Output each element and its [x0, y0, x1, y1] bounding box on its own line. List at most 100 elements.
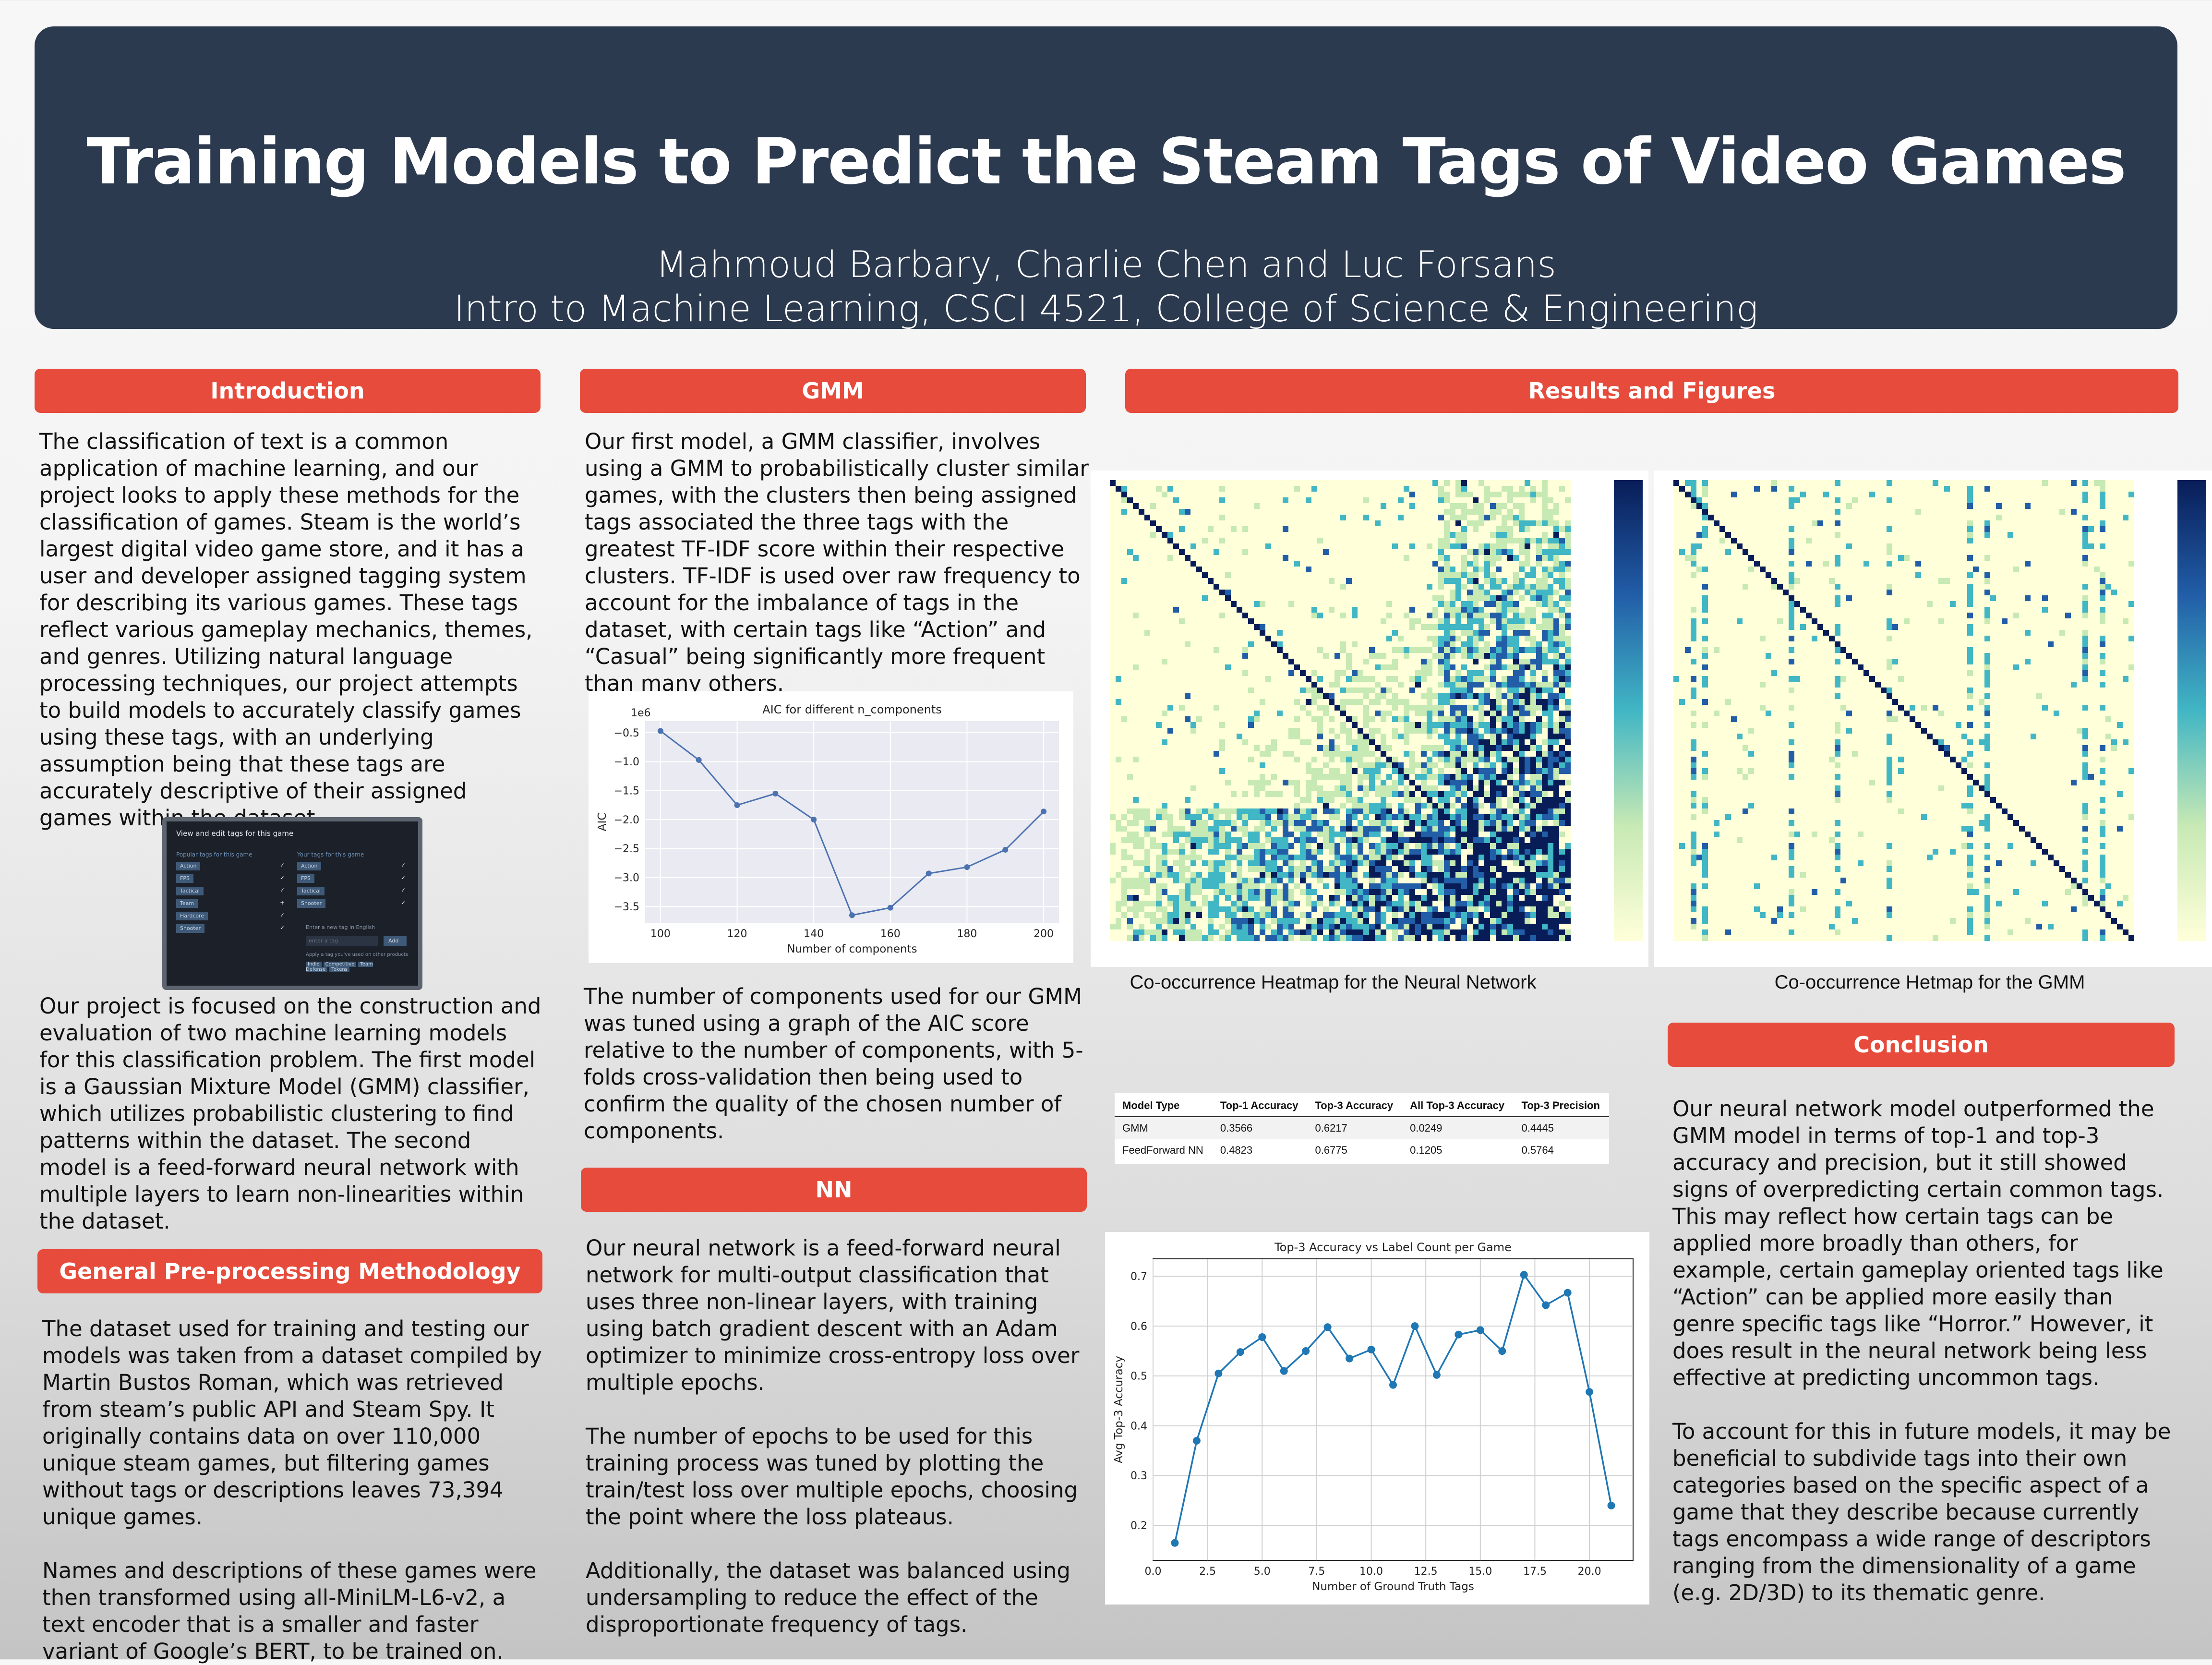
heatmap-cell — [1271, 895, 1277, 901]
heatmap-cell — [2105, 549, 2111, 555]
heatmap-cell — [1242, 768, 1248, 774]
heatmap-cell — [1731, 549, 1737, 555]
heatmap-cell — [1438, 664, 1444, 670]
heatmap-cell — [1323, 791, 1329, 797]
heatmap-cell — [1283, 849, 1288, 855]
heatmap-cell — [1507, 791, 1513, 797]
heatmap-cell — [2048, 578, 2054, 584]
heatmap-cell — [1334, 653, 1340, 659]
heatmap-cell — [1386, 624, 1392, 630]
heatmap-cell — [1208, 929, 1214, 935]
heatmap-cell — [1973, 543, 1979, 549]
heatmap-cell — [1415, 797, 1421, 803]
heatmap-cell — [1196, 567, 1202, 572]
heatmap-cell — [1887, 526, 1892, 532]
heatmap-cell — [1369, 734, 1375, 739]
heatmap-cell — [1179, 901, 1185, 906]
heatmap-cell — [1714, 486, 1719, 492]
heatmap-cell — [1536, 785, 1542, 791]
heatmap-cell — [1484, 613, 1490, 618]
heatmap-cell — [1409, 699, 1415, 705]
heatmap-cell — [1329, 895, 1334, 901]
heatmap-cell — [1375, 757, 1381, 762]
heatmap-cell — [1525, 762, 1530, 768]
heatmap-cell — [1248, 757, 1254, 762]
heatmap-cell — [1358, 808, 1363, 814]
heatmap-cell — [1133, 918, 1139, 924]
heatmap-cell — [1467, 567, 1473, 572]
heatmap-cell — [1409, 688, 1415, 693]
heatmap-cell — [1915, 543, 1921, 549]
heatmap-cell — [1525, 549, 1530, 555]
heatmap-cell — [1461, 590, 1467, 595]
heatmap-cell — [1559, 878, 1565, 883]
heatmap-cells — [1673, 480, 2134, 941]
heatmap-cell — [1467, 924, 1473, 929]
heatmap-cell — [2059, 509, 2065, 515]
heatmap-cell — [1461, 791, 1467, 797]
heatmap-cell — [1490, 785, 1496, 791]
heatmap-cell — [1702, 561, 1708, 567]
heatmap-cell — [1513, 590, 1519, 595]
heatmap-cell — [1150, 918, 1156, 924]
heatmap-cell — [1265, 843, 1271, 849]
heatmap-cell — [1283, 757, 1288, 762]
heatmap-cell — [1219, 538, 1225, 543]
heatmap-cell — [1673, 607, 1679, 613]
heatmap-cell — [1444, 774, 1450, 780]
heatmap-cell — [1214, 647, 1219, 653]
heatmap-cell — [1840, 555, 1846, 561]
heatmap-cell — [1944, 520, 1950, 526]
heatmap-cell — [1536, 699, 1542, 705]
heatmap-cell — [1691, 590, 1696, 595]
heatmap-cell — [1921, 549, 1927, 555]
heatmap-cell — [1277, 797, 1283, 803]
heatmap-cell — [1525, 641, 1530, 647]
heatmap-cell — [1525, 906, 1530, 912]
heatmap-cell — [1162, 659, 1167, 664]
heatmap-cell — [1455, 722, 1461, 728]
heatmap-cell — [1219, 716, 1225, 722]
heatmap-cell — [1167, 734, 1173, 739]
heatmap-cell — [1254, 618, 1260, 624]
gmm-paragraph-2: The number of components used for our GM… — [584, 983, 1088, 1145]
heatmap-cell — [1496, 538, 1502, 543]
heatmap-cell — [1887, 584, 1892, 590]
heatmap-cell — [1559, 791, 1565, 797]
heatmap-cell — [1311, 705, 1317, 711]
heatmap-cell — [1519, 826, 1525, 832]
heatmap-cell — [1352, 688, 1358, 693]
heatmap-cell — [1502, 929, 1507, 935]
heatmap-cell — [1242, 837, 1248, 843]
heatmap-cell — [1225, 872, 1231, 878]
heatmap-cell — [1288, 768, 1294, 774]
heatmap-cell — [1708, 567, 1714, 572]
heatmap-cell — [1530, 664, 1536, 670]
heatmap-cell — [1691, 486, 1696, 492]
heatmap-cell — [1248, 676, 1254, 682]
heatmap-cell — [1185, 901, 1190, 906]
heatmap-cell — [1156, 872, 1162, 878]
heatmap-cell — [1110, 918, 1116, 924]
heatmap-cell — [1179, 768, 1185, 774]
heatmap-cell — [1352, 849, 1358, 855]
heatmap-cell — [1381, 768, 1386, 774]
heatmap-cell — [1381, 935, 1386, 941]
heatmap-cell — [1392, 699, 1398, 705]
heatmap-cell — [1421, 820, 1427, 826]
heatmap-cell — [1754, 543, 1760, 549]
heatmap-cell — [1565, 486, 1571, 492]
heatmap-cell — [1548, 929, 1553, 935]
heatmap-cell — [1415, 855, 1421, 860]
heatmap-cell — [1386, 664, 1392, 670]
heatmap-cell — [1548, 520, 1553, 526]
heatmap-cell — [1358, 820, 1363, 826]
heatmap-cell — [1685, 492, 1691, 497]
heatmap-cell — [1116, 757, 1121, 762]
heatmap-cell — [1450, 682, 1455, 688]
heatmap-cell — [1219, 590, 1225, 595]
heatmap-cell — [1467, 837, 1473, 843]
heatmap-cell — [1490, 924, 1496, 929]
heatmap-cell — [1242, 849, 1248, 855]
heatmap-cell — [1823, 595, 1829, 601]
